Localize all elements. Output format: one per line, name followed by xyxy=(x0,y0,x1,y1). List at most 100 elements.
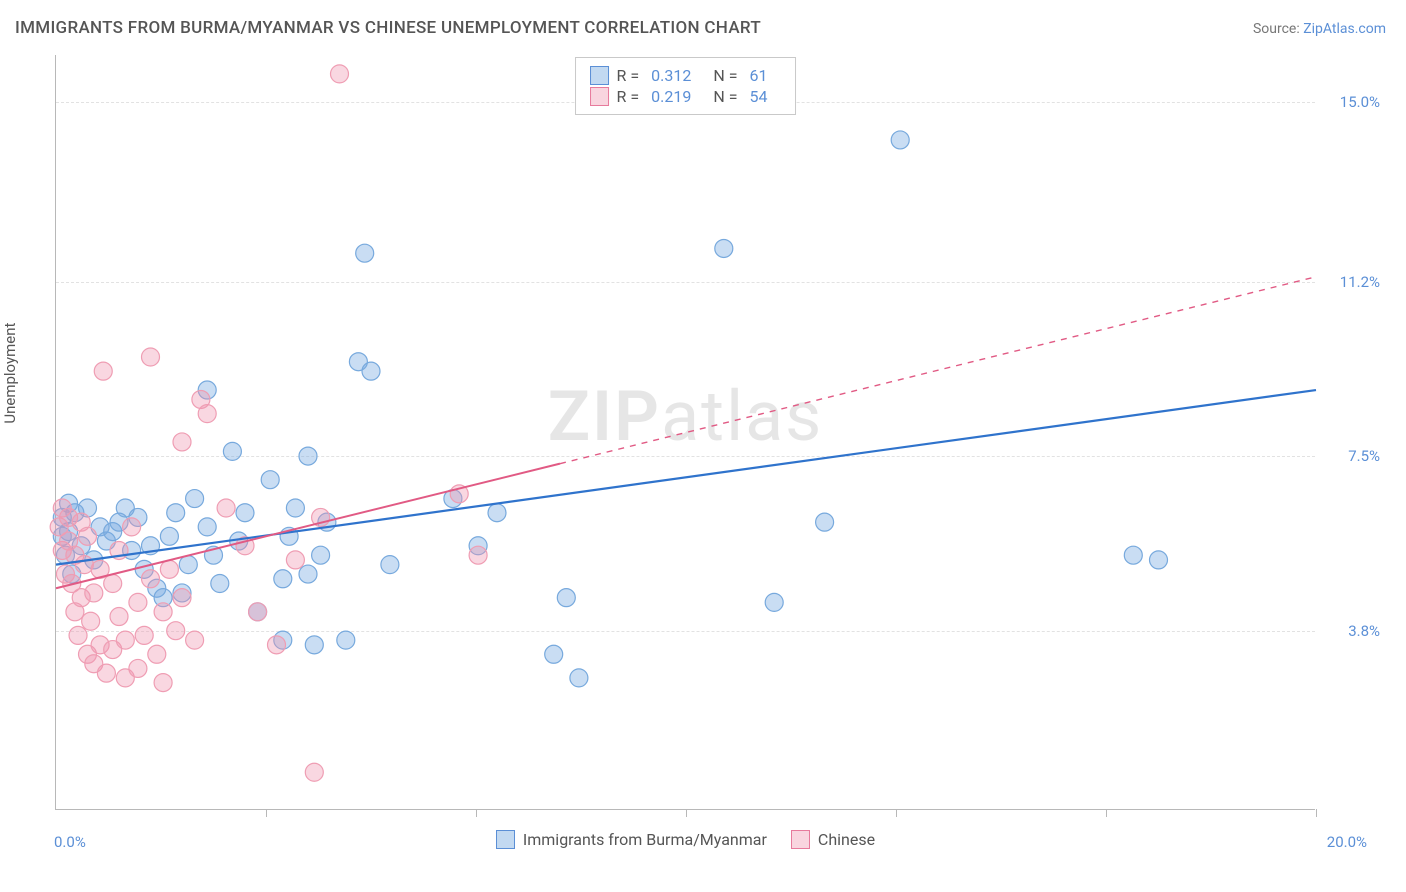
scatter-point xyxy=(154,603,172,621)
swatch-pink xyxy=(791,830,810,849)
x-min-label: 0.0% xyxy=(54,833,86,851)
legend-row-series1: R = 0.312 N = 61 xyxy=(590,66,782,85)
scatter-point xyxy=(129,659,147,677)
scatter-point xyxy=(223,442,241,460)
scatter-point xyxy=(362,362,380,380)
scatter-point xyxy=(82,612,100,630)
scatter-point xyxy=(299,447,317,465)
legend-item-1: Immigrants from Burma/Myanmar xyxy=(496,830,767,849)
scatter-point xyxy=(116,631,134,649)
swatch-pink xyxy=(590,87,609,106)
legend-item-2: Chinese xyxy=(791,830,875,849)
scatter-point xyxy=(331,65,349,83)
y-axis-label: Unemployment xyxy=(1,323,19,424)
correlation-legend: R = 0.312 N = 61 R = 0.219 N = 54 xyxy=(575,57,797,115)
scatter-point xyxy=(305,636,323,654)
scatter-point xyxy=(305,763,323,781)
scatter-point xyxy=(135,626,153,644)
scatter-point xyxy=(129,593,147,611)
scatter-svg xyxy=(56,55,1315,809)
y-tick-label: 7.5% xyxy=(1348,447,1380,465)
scatter-point xyxy=(142,570,160,588)
scatter-point xyxy=(79,527,97,545)
x-tick xyxy=(1106,809,1107,817)
scatter-point xyxy=(104,575,122,593)
x-tick xyxy=(1316,809,1317,817)
scatter-point xyxy=(488,504,506,522)
chart-container: Unemployment ZIPatlas 3.8%7.5%11.2%15.0%… xyxy=(15,55,1390,845)
scatter-point xyxy=(312,546,330,564)
scatter-point xyxy=(299,565,317,583)
scatter-point xyxy=(173,433,191,451)
scatter-point xyxy=(173,589,191,607)
scatter-point xyxy=(356,244,374,262)
r-value-1: 0.312 xyxy=(651,66,691,85)
scatter-point xyxy=(1150,551,1168,569)
scatter-point xyxy=(1124,546,1142,564)
x-max-label: 20.0% xyxy=(1327,833,1367,851)
scatter-point xyxy=(85,584,103,602)
scatter-point xyxy=(715,239,733,257)
scatter-point xyxy=(123,518,141,536)
chart-title: IMMIGRANTS FROM BURMA/MYANMAR VS CHINESE… xyxy=(15,18,761,38)
scatter-point xyxy=(236,504,254,522)
scatter-point xyxy=(286,499,304,517)
plot-area: ZIPatlas 3.8%7.5%11.2%15.0% R = 0.312 N … xyxy=(55,55,1315,810)
scatter-point xyxy=(891,131,909,149)
r-label: R = xyxy=(617,66,640,85)
series-legend: Immigrants from Burma/Myanmar Chinese xyxy=(56,830,1315,849)
y-tick-label: 3.8% xyxy=(1348,622,1380,640)
scatter-point xyxy=(198,518,216,536)
scatter-point xyxy=(167,622,185,640)
y-tick-label: 15.0% xyxy=(1340,93,1380,111)
n-label: N = xyxy=(713,66,737,85)
scatter-point xyxy=(557,589,575,607)
scatter-point xyxy=(211,575,229,593)
scatter-point xyxy=(97,664,115,682)
scatter-point xyxy=(570,669,588,687)
scatter-point xyxy=(286,551,304,569)
scatter-point xyxy=(261,471,279,489)
legend-row-series2: R = 0.219 N = 54 xyxy=(590,87,782,106)
scatter-point xyxy=(765,593,783,611)
scatter-point xyxy=(154,674,172,692)
scatter-point xyxy=(110,608,128,626)
n-value-1: 61 xyxy=(749,66,767,85)
n-label: N = xyxy=(713,87,737,106)
scatter-point xyxy=(94,362,112,380)
scatter-point xyxy=(160,560,178,578)
scatter-point xyxy=(816,513,834,531)
legend-label-1: Immigrants from Burma/Myanmar xyxy=(523,830,767,849)
scatter-point xyxy=(160,527,178,545)
scatter-point xyxy=(217,499,235,517)
n-value-2: 54 xyxy=(749,87,767,106)
r-value-2: 0.219 xyxy=(651,87,691,106)
trend-line-solid xyxy=(56,390,1316,565)
scatter-point xyxy=(337,631,355,649)
x-tick xyxy=(476,809,477,817)
r-label: R = xyxy=(617,87,640,106)
x-tick xyxy=(686,809,687,817)
swatch-blue xyxy=(590,66,609,85)
scatter-point xyxy=(186,490,204,508)
swatch-blue xyxy=(496,830,515,849)
scatter-point xyxy=(249,603,267,621)
legend-label-2: Chinese xyxy=(818,830,875,849)
source-label: Source: xyxy=(1253,21,1300,37)
scatter-point xyxy=(545,645,563,663)
scatter-point xyxy=(186,631,204,649)
scatter-point xyxy=(148,645,166,663)
y-tick-label: 11.2% xyxy=(1340,273,1380,291)
scatter-point xyxy=(69,626,87,644)
scatter-point xyxy=(274,570,292,588)
scatter-point xyxy=(179,556,197,574)
scatter-point xyxy=(167,504,185,522)
source-attribution: Source: ZipAtlas.com xyxy=(1253,21,1386,37)
scatter-point xyxy=(381,556,399,574)
scatter-point xyxy=(268,636,286,654)
scatter-point xyxy=(469,546,487,564)
trend-line-dashed xyxy=(560,277,1316,464)
source-link[interactable]: ZipAtlas.com xyxy=(1303,21,1386,37)
scatter-point xyxy=(198,405,216,423)
scatter-point xyxy=(142,348,160,366)
